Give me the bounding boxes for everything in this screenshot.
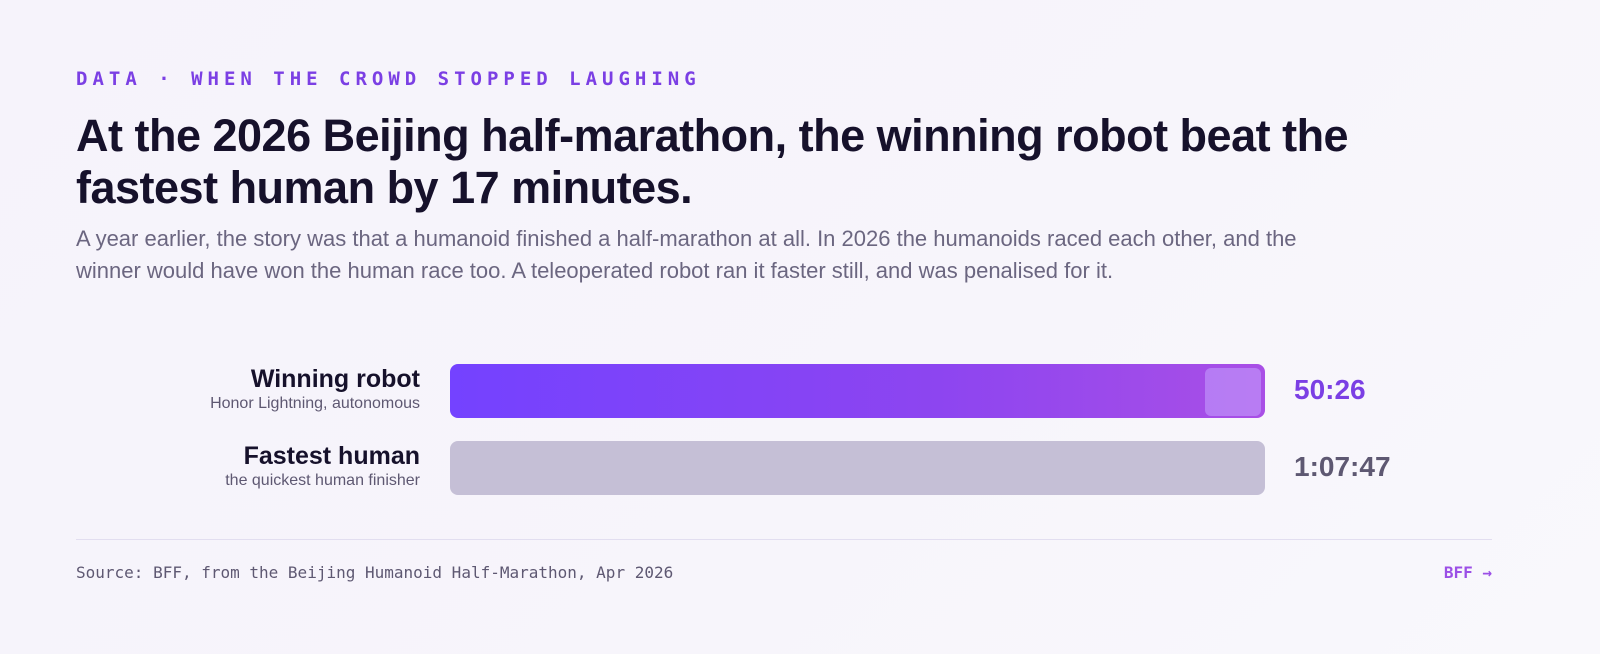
divider	[76, 539, 1492, 540]
row-title: Winning robot	[250, 365, 420, 393]
row-label: Winning robot Honor Lightning, autonomou…	[210, 364, 420, 414]
kicker: DATA · WHEN THE CROWD STOPPED LAUGHING	[76, 68, 701, 90]
source: Source: BFF, from the Beijing Humanoid H…	[76, 563, 674, 582]
brand-link[interactable]: BFF →	[1443, 563, 1492, 582]
bar	[450, 441, 1265, 495]
title: At the 2026 Beijing half-marathon, the w…	[76, 110, 1349, 213]
row-subtitle: Honor Lightning, autonomous	[210, 395, 420, 412]
row-label: Fastest human the quickest human finishe…	[225, 441, 420, 491]
time-value: 50:26	[1294, 374, 1366, 405]
bar	[450, 364, 1265, 418]
subtitle: A year earlier, the story was that a hum…	[76, 226, 1297, 283]
row-subtitle: the quickest human finisher	[225, 472, 420, 489]
row-title: Fastest human	[243, 442, 420, 470]
time-value: 1:07:47	[1294, 451, 1391, 482]
